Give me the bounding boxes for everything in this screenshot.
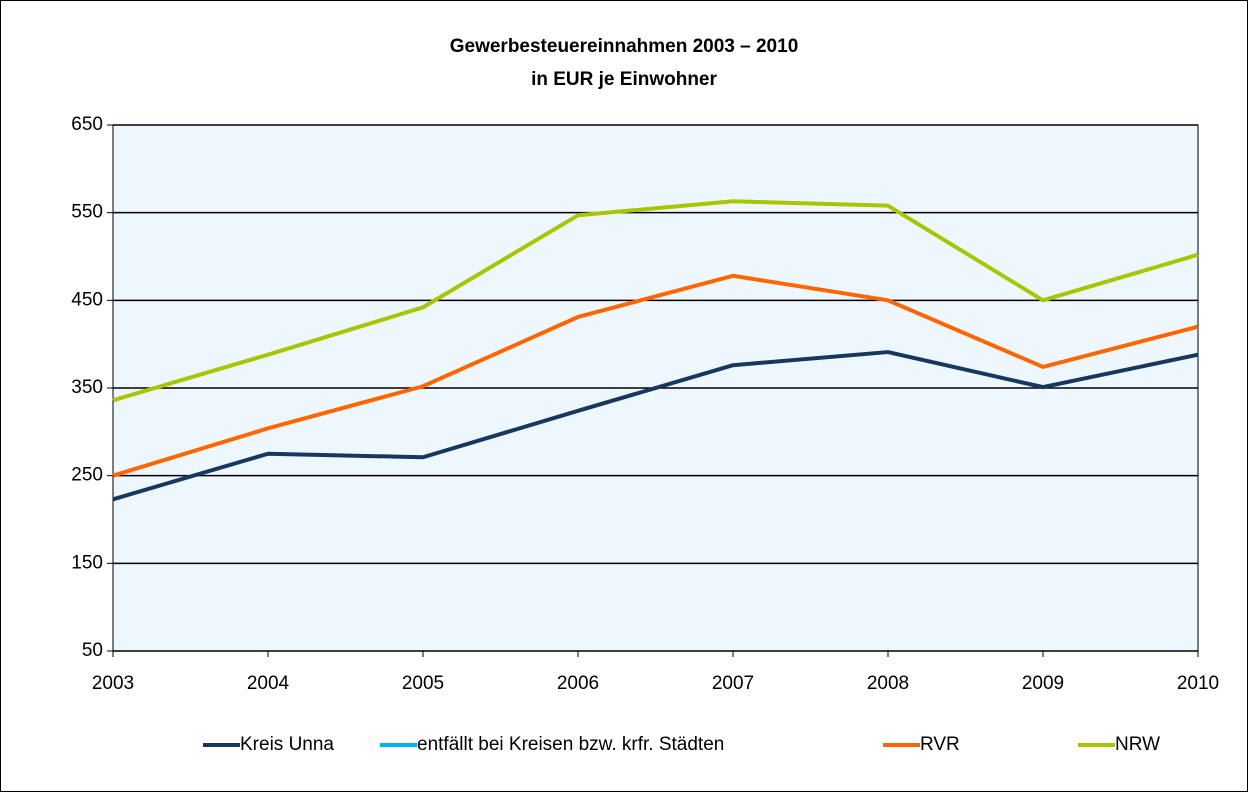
chart-title: Gewerbesteuereinnahmen 2003 – 2010 [450,36,799,57]
y-tick-label: 450 [71,289,103,310]
series-line [112,350,1199,502]
series-line [112,199,1199,403]
x-tick-label: 2005 [402,673,444,694]
legend-label: RVR [920,734,960,755]
y-tick-label: 150 [71,552,103,573]
x-tick-label: 2010 [1177,673,1219,694]
x-tick-label: 2008 [867,673,909,694]
legend-label: NRW [1115,734,1160,755]
y-tick-label: 50 [82,640,103,661]
y-tick-label: 550 [71,202,103,223]
x-tick-label: 2006 [557,673,599,694]
y-tick-label: 350 [71,377,103,398]
x-tick-label: 2004 [247,673,290,694]
x-tick-label: 2009 [1022,673,1064,694]
series-line [112,273,1199,478]
legend-label: Kreis Unna [240,734,334,755]
y-tick-label: 650 [71,114,103,135]
y-tick-label: 250 [71,465,103,486]
legend-label: entfällt bei Kreisen bzw. krfr. Städten [417,734,724,755]
x-tick-label: 2003 [92,673,134,694]
chart-subtitle: in EUR je Einwohner [531,69,717,90]
x-tick-label: 2007 [712,673,754,694]
